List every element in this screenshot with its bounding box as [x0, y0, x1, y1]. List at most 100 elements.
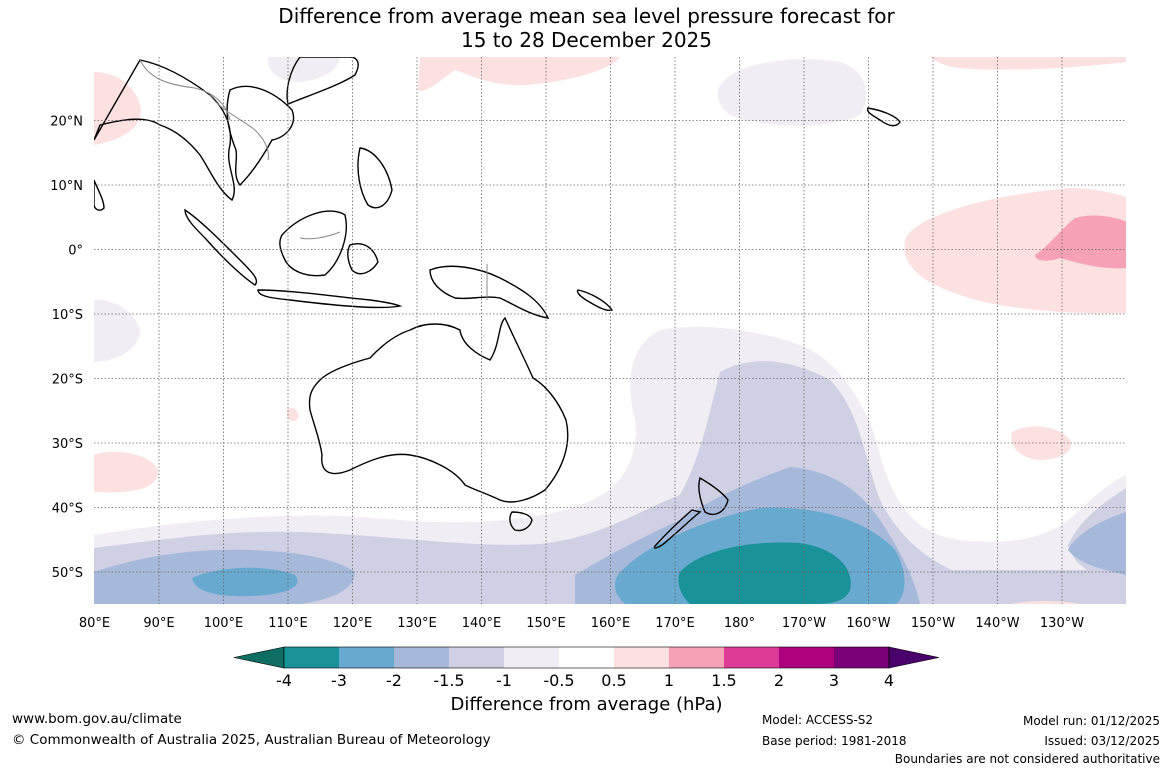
footer-model-run: Model run: 01/12/2025	[1022, 714, 1160, 728]
coast-nz-north	[698, 476, 729, 516]
internal-borders	[139, 59, 488, 300]
border-asia-2	[209, 94, 269, 161]
lon-label: 160°E	[591, 616, 631, 631]
colorbar-tick: 4	[884, 671, 894, 690]
colorbar-swatch	[449, 647, 504, 668]
footer-disclaimer: Boundaries are not considered authoritat…	[894, 752, 1160, 766]
pos-patch-north-east	[930, 57, 1126, 70]
colorbar-swatch	[779, 647, 834, 668]
band-neg3-south-of-nz	[678, 542, 851, 604]
pos-patch-south-east	[1010, 601, 1080, 604]
lon-label: 110°E	[268, 616, 308, 631]
coast-mainland-asia-west	[94, 59, 235, 202]
longitude-labels: 80°E 90°E 100°E 110°E 120°E 130°E 140°E 150°E 16…	[79, 616, 1084, 631]
footer-copyright: © Commonwealth of Australia 2025, Austra…	[12, 732, 491, 748]
lon-label: 120°E	[333, 616, 373, 631]
colorbar-swatch	[339, 647, 394, 668]
band-neg2-west	[192, 567, 298, 597]
colorbar-frame	[283, 646, 890, 669]
lon-label: 130°W	[1040, 616, 1084, 631]
colorbar-tick: -0.5	[543, 671, 574, 690]
pos-patch-small-wa	[287, 407, 299, 421]
lat-label: 10°S	[52, 308, 83, 323]
pos-patch-equatorial-east	[904, 188, 1126, 314]
coast-china-coast	[286, 57, 359, 105]
neg-patch-indian-ocean	[94, 299, 140, 362]
coast-philippines	[357, 147, 393, 209]
colorbar-tick: 0.5	[601, 671, 626, 690]
neg-patch-north-central	[717, 59, 866, 126]
coast-sri-lanka-region	[94, 179, 105, 211]
footer-base-period: Base period: 1981-2018	[762, 734, 907, 748]
neg-patch-nw	[267, 57, 340, 82]
lat-label: 50°S	[52, 566, 83, 581]
colorbar-label: Difference from average (hPa)	[450, 694, 723, 715]
lon-label: 80°E	[79, 616, 110, 631]
colorbar-swatch	[284, 647, 339, 668]
colorbar-tick: -4	[276, 671, 292, 690]
pos-patch-west-australia	[94, 451, 159, 493]
colorbar-swatch	[834, 647, 889, 668]
lat-label: 0°	[68, 244, 83, 259]
pos-patch-south-pacific	[1011, 426, 1071, 460]
colorbar: -4 -3 -2 -1.5 -1 -0.5 0.5 1 1.5 2 3 4	[233, 646, 940, 690]
lat-label: 30°S	[52, 437, 83, 452]
coast-solomon-islands	[576, 289, 614, 312]
colorbar-under-arrow	[233, 646, 285, 669]
colorbar-tick: 1	[664, 671, 674, 690]
colorbar-tick: -1.5	[433, 671, 464, 690]
coast-australia	[308, 316, 569, 503]
footer-website[interactable]: www.bom.gov.au/climate	[12, 711, 182, 727]
colorbar-swatch	[614, 647, 669, 668]
pos-patch-equatorial-core	[1035, 215, 1126, 269]
lon-label: 170°E	[655, 616, 695, 631]
coast-tasmania	[509, 511, 533, 532]
lon-label: 140°W	[975, 616, 1019, 631]
colorbar-tick: 2	[774, 671, 784, 690]
lon-label: 170°W	[782, 616, 826, 631]
lon-label: 150°W	[911, 616, 955, 631]
lat-label: 10°N	[50, 179, 83, 194]
colorbar-swatch	[559, 647, 614, 668]
lon-label: 180°	[724, 616, 755, 631]
colorbar-over-arrow	[888, 646, 940, 669]
coast-hawaii	[866, 107, 901, 127]
pos-patch-india	[94, 72, 141, 145]
latitude-labels: 20°N 10°N 0° 10°S 20°S 30°S 40°S 50°S	[50, 115, 83, 582]
border-asia-1	[139, 59, 231, 121]
coast-sumatra	[184, 208, 258, 286]
graticule	[94, 57, 1126, 604]
lon-label: 140°E	[462, 616, 502, 631]
lat-label: 20°N	[50, 115, 83, 130]
lon-label: 130°E	[397, 616, 437, 631]
border-borneo	[299, 231, 341, 240]
lat-label: 40°S	[52, 502, 83, 517]
colorbar-tick: 1.5	[711, 671, 736, 690]
coast-java	[257, 289, 403, 309]
pos-patch-north-pacific	[418, 57, 620, 91]
lon-label: 150°E	[526, 616, 566, 631]
colorbar-swatch	[669, 647, 724, 668]
colorbar-tick: -3	[331, 671, 347, 690]
colorbar-swatch	[504, 647, 559, 668]
chart-title-line1: Difference from average mean sea level p…	[278, 4, 895, 28]
colorbar-tick: 3	[829, 671, 839, 690]
colorbar-swatch	[394, 647, 449, 668]
coastlines	[94, 57, 901, 549]
footer-issued: Issued: 03/12/2025	[1044, 734, 1160, 748]
footer-model: Model: ACCESS-S2	[762, 713, 874, 727]
anomaly-shading	[94, 57, 1126, 604]
coast-borneo	[279, 210, 347, 277]
coast-indochina	[226, 85, 295, 187]
lon-label: 100°E	[204, 616, 244, 631]
chart-title-line2: 15 to 28 December 2025	[460, 28, 712, 52]
band-neg15-east	[1068, 512, 1126, 575]
coast-nz-south	[653, 509, 702, 549]
lon-label: 90°E	[143, 616, 174, 631]
colorbar-tick: -2	[386, 671, 402, 690]
coast-sulawesi	[347, 243, 379, 275]
colorbar-swatch	[724, 647, 779, 668]
colorbar-tick: -1	[496, 671, 512, 690]
coast-new-guinea	[429, 265, 550, 319]
